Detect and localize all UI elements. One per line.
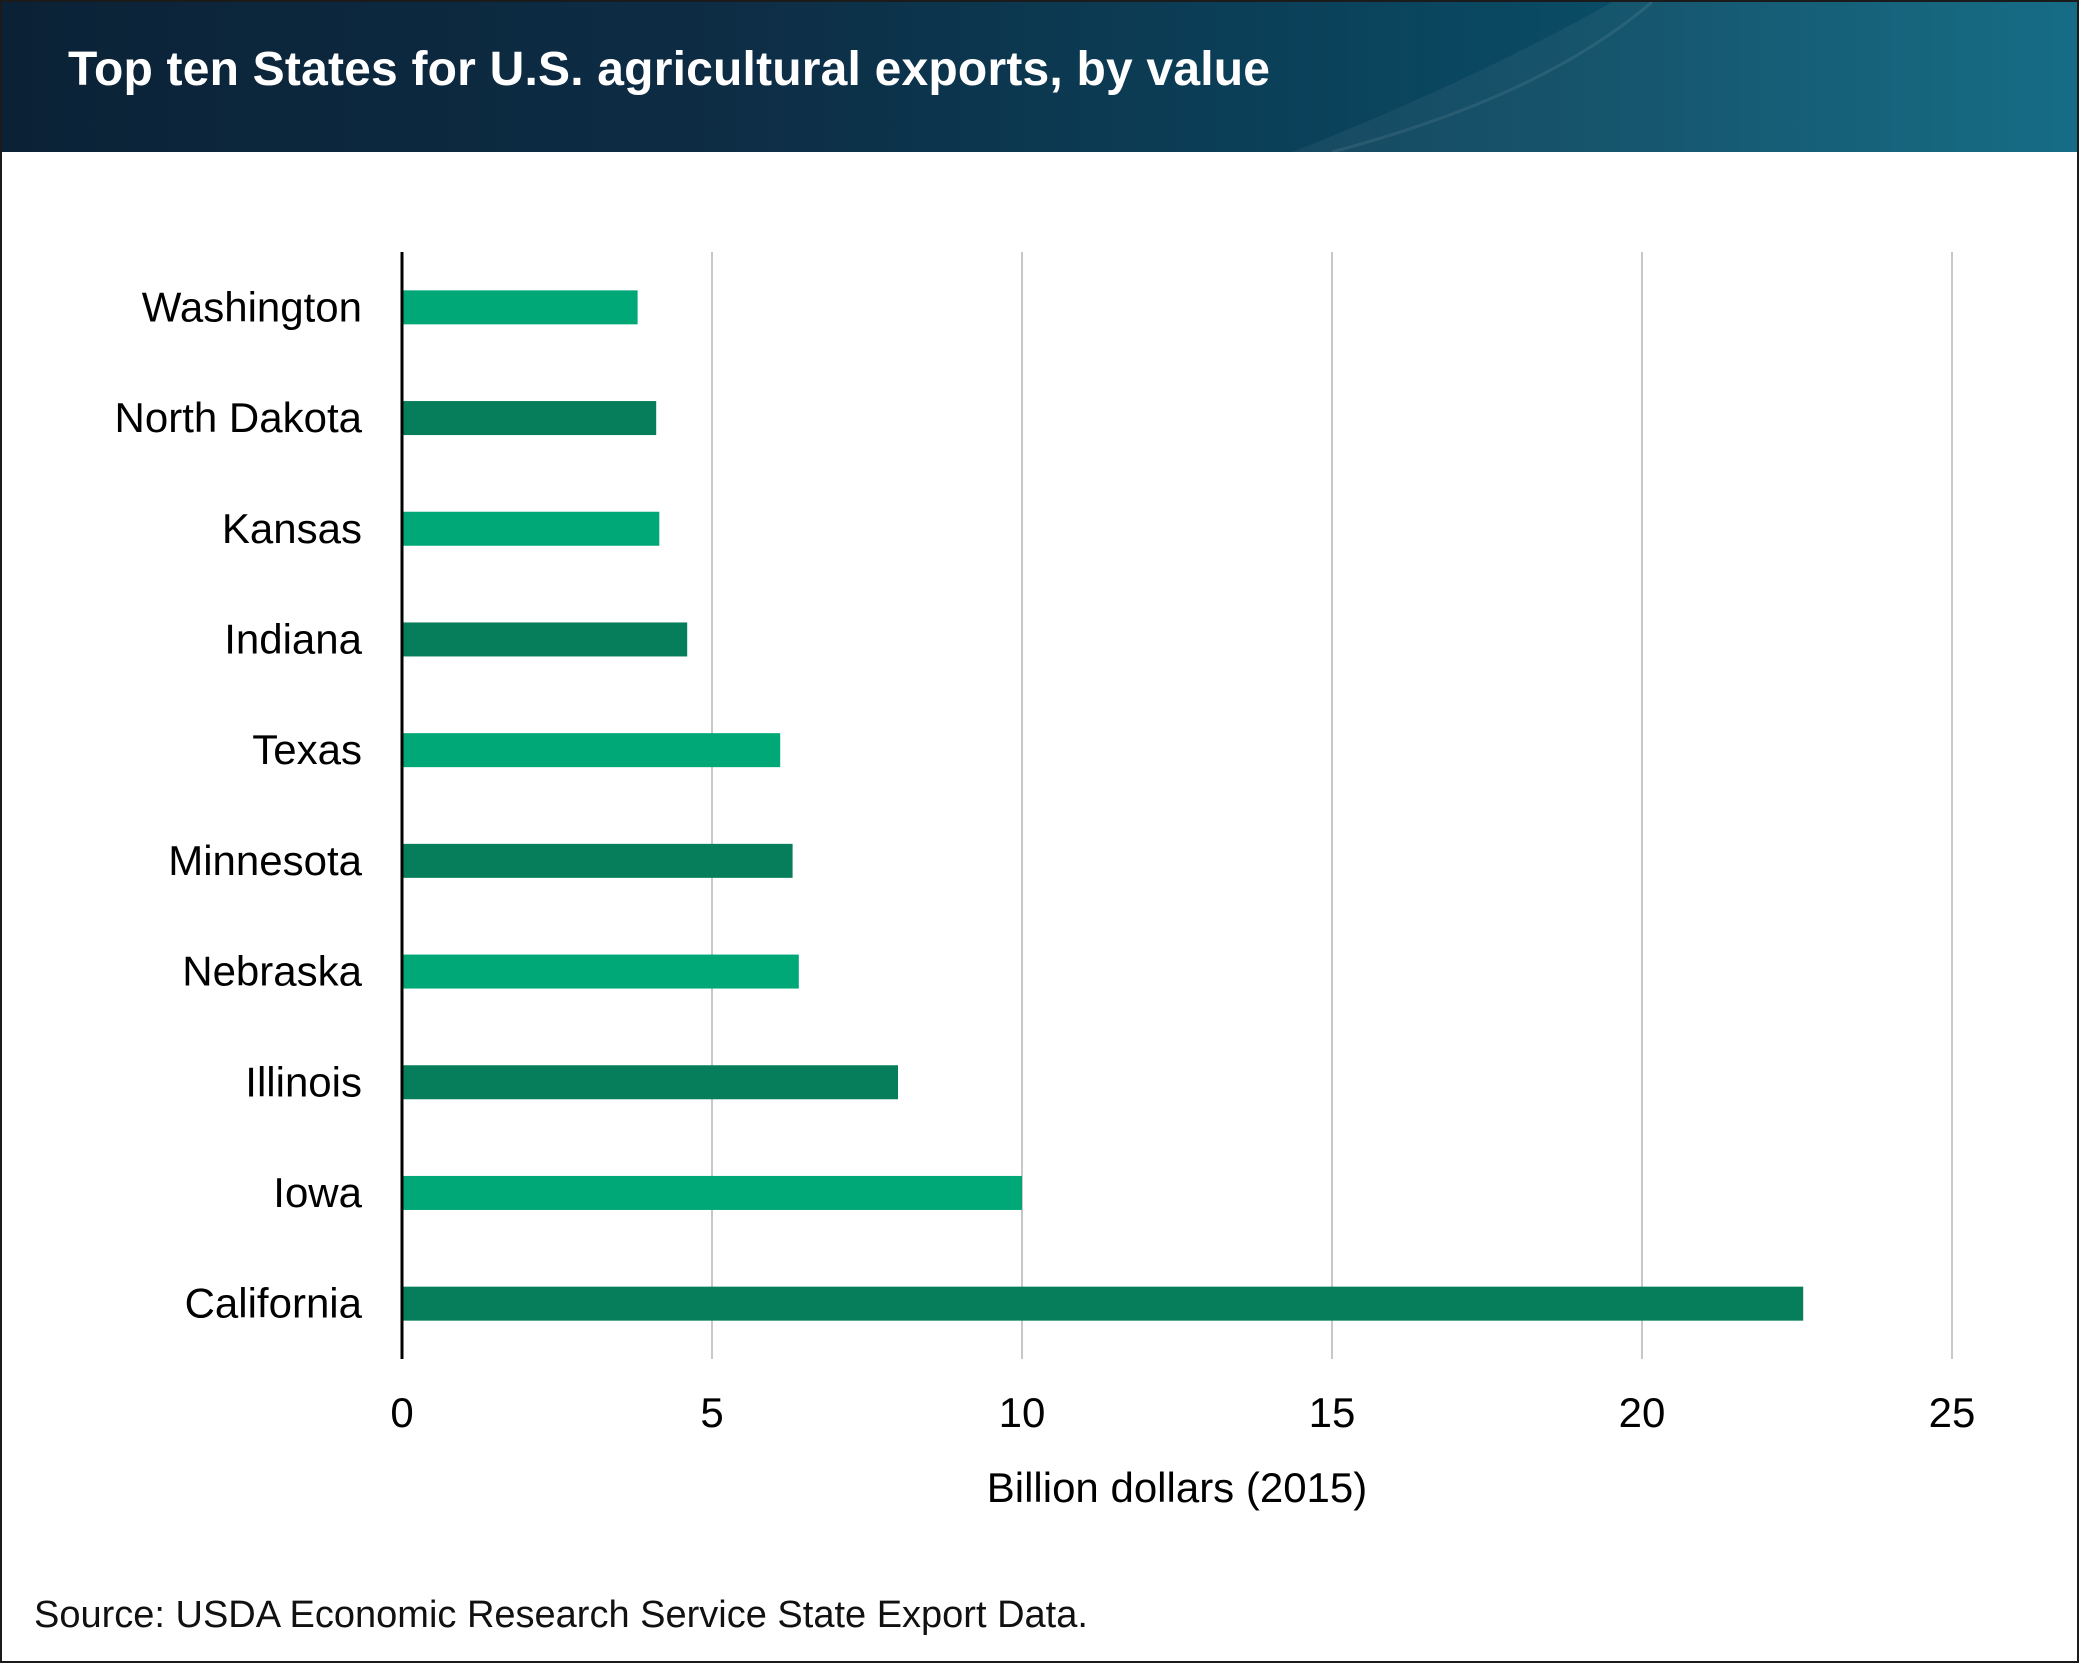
title-banner: Top ten States for U.S. agricultural exp… [2,2,2077,152]
bar [402,622,688,657]
category-label: Texas [252,726,362,773]
x-tick-label: 25 [1929,1389,1976,1436]
banner-swoosh-decoration [1292,2,2077,152]
x-tick-label: 15 [1309,1389,1356,1436]
category-label: Minnesota [168,837,362,884]
x-tick-label: 5 [700,1389,723,1436]
x-tick-label: 20 [1619,1389,1666,1436]
x-axis-label: Billion dollars (2015) [987,1464,1368,1511]
category-label: Washington [142,283,362,330]
category-label: Indiana [224,615,362,662]
x-tick-label: 10 [999,1389,1046,1436]
chart-title: Top ten States for U.S. agricultural exp… [68,43,1271,96]
bar-chart: Washington North Dakota Kansas Indiana Texas… [115,252,1976,1511]
category-label: Illinois [245,1058,362,1105]
bar [402,401,657,436]
bar [402,511,660,546]
category-label: North Dakota [115,394,363,441]
bar [402,843,793,878]
bar [402,1065,898,1100]
category-label: Nebraska [182,948,362,995]
x-tick-label: 0 [390,1389,413,1436]
category-label: California [185,1280,363,1327]
bar [402,1175,1022,1210]
bar [402,1286,1804,1321]
bar [402,954,799,989]
source-note: Source: USDA Economic Research Service S… [34,1594,1088,1636]
category-label: Iowa [273,1169,362,1216]
category-label: Kansas [222,505,362,552]
bar [402,733,781,768]
bar [402,290,638,325]
